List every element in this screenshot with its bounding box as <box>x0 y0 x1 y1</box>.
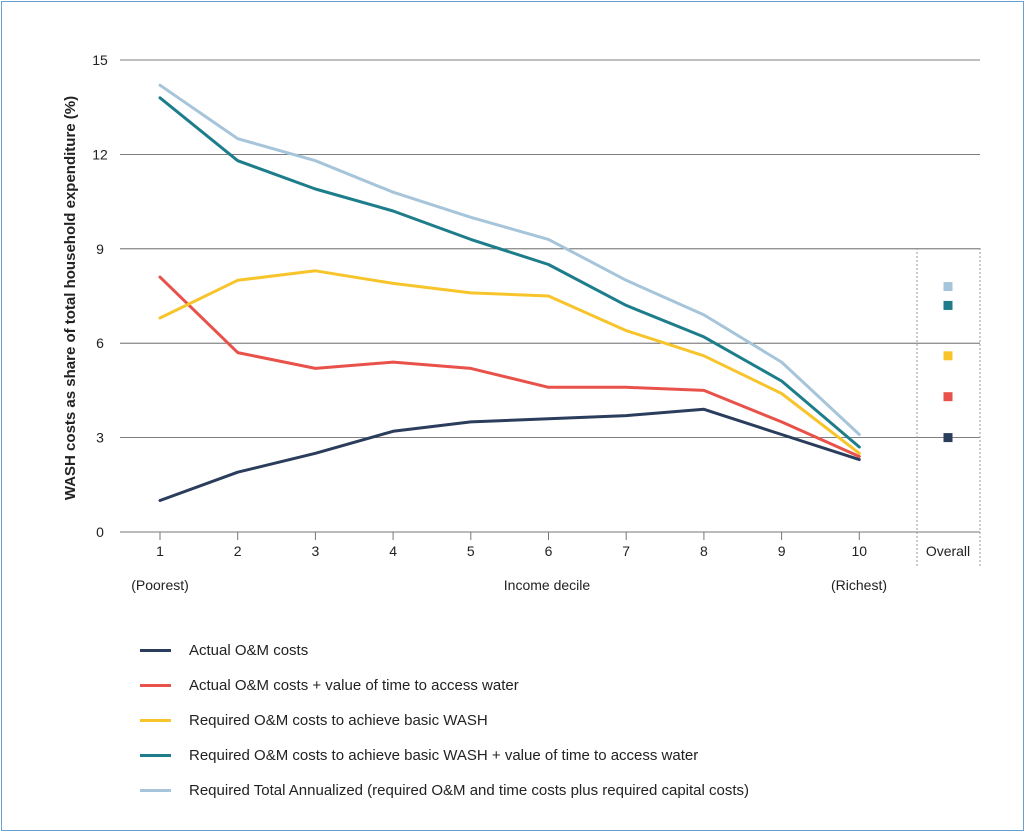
overall-marker-1 <box>943 433 953 443</box>
overall-markers <box>943 282 953 443</box>
overall-marker-5 <box>943 282 953 292</box>
series-lines <box>158 83 861 502</box>
series-line-5 <box>158 83 861 436</box>
x-tick-label: 2 <box>234 543 242 559</box>
y-tick-label: 9 <box>96 241 104 257</box>
legend-item: Required O&M costs to achieve basic WASH… <box>140 745 940 765</box>
x-tick-label: 6 <box>545 543 553 559</box>
y-tick-label: 15 <box>92 52 108 68</box>
x-tick-label: 4 <box>389 543 397 559</box>
x-axis-label: Income decile <box>504 577 591 593</box>
legend-swatch <box>140 788 171 792</box>
overall-marker-3 <box>943 351 953 361</box>
x-tick-label: 8 <box>700 543 708 559</box>
series-line-4 <box>158 96 861 449</box>
legend-swatch <box>140 753 171 757</box>
x-tick-label: 9 <box>778 543 786 559</box>
y-tick-label: 0 <box>96 524 104 540</box>
overall-marker-4 <box>943 300 953 310</box>
series-line-2 <box>158 275 861 458</box>
x-tick-label: 3 <box>312 543 320 559</box>
legend-item: Actual O&M costs <box>140 640 940 660</box>
x-tick-label: 5 <box>467 543 475 559</box>
legend-label: Required O&M costs to achieve basic WASH… <box>189 746 699 764</box>
legend-item: Required Total Annualized (required O&M … <box>140 780 940 800</box>
y-tick-label: 12 <box>92 146 108 162</box>
x-tick-label: 1 <box>156 543 164 559</box>
x-tick-label: 10 <box>852 543 868 559</box>
x-tick-label: 7 <box>622 543 630 559</box>
legend-label: Required Total Annualized (required O&M … <box>189 781 750 799</box>
y-axis-label: WASH costs as share of total household e… <box>62 96 79 500</box>
overall-marker-2 <box>943 392 953 402</box>
legend-label: Required O&M costs to achieve basic WASH <box>189 711 488 729</box>
series-line-1 <box>158 407 861 502</box>
legend-label: Actual O&M costs + value of time to acce… <box>189 676 519 694</box>
legend-swatch <box>140 648 171 652</box>
legend-label: Actual O&M costs <box>189 641 309 659</box>
y-tick-label: 3 <box>96 430 104 446</box>
x-axis-poorest-label: (Poorest) <box>131 577 189 593</box>
x-axis-richest-label: (Richest) <box>831 577 887 593</box>
x-tick-label: Overall <box>926 543 970 559</box>
gridlines <box>120 59 981 566</box>
legend-swatch <box>140 683 171 687</box>
y-tick-label: 6 <box>96 335 104 351</box>
series-line-3 <box>158 269 861 455</box>
legend-item: Required O&M costs to achieve basic WASH <box>140 710 940 730</box>
legend-swatch <box>140 718 171 722</box>
legend-item: Actual O&M costs + value of time to acce… <box>140 675 940 695</box>
